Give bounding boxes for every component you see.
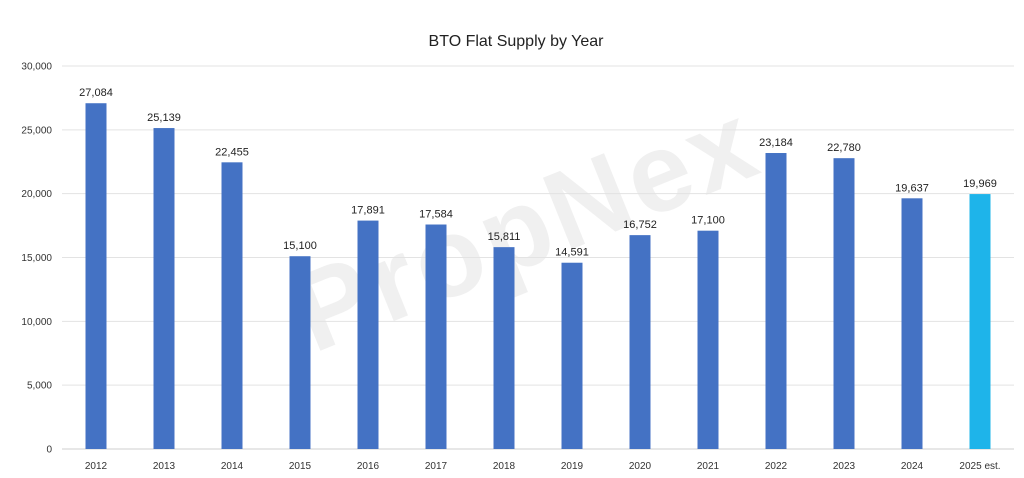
x-tick-label: 2012 [85,461,108,472]
bar-2021 [697,230,719,449]
y-tick-label: 30,000 [21,62,52,73]
x-tick-label: 2022 [765,461,788,472]
bar-2019 [561,262,583,449]
x-tick-label: 2018 [493,461,516,472]
bar-2024 [901,198,923,449]
y-tick-label: 0 [46,445,52,456]
bar-2017 [425,224,447,449]
bar-2023 [833,158,855,449]
data-label: 23,184 [759,137,793,149]
y-tick-label: 25,000 [21,125,52,136]
x-tick-label: 2014 [221,461,244,472]
x-tick-label: 2021 [697,461,720,472]
data-label: 27,084 [79,87,113,99]
bars [85,103,991,450]
data-label: 16,752 [623,219,657,231]
data-label: 15,100 [283,240,317,252]
y-tick-label: 15,000 [21,253,52,264]
x-tick-label: 2015 [289,461,312,472]
y-axis: 0 5,000 10,000 15,000 20,000 25,000 30,000 [21,62,52,456]
x-tick-label: 2016 [357,461,380,472]
x-tick-label: 2025 est. [959,461,1000,472]
data-label: 17,891 [351,205,385,217]
bar-2025-est- [969,194,991,449]
x-tick-label: 2019 [561,461,584,472]
bar-2014 [221,162,243,449]
y-tick-label: 20,000 [21,189,52,200]
x-tick-label: 2017 [425,461,448,472]
bar-2015 [289,256,311,449]
data-label: 25,139 [147,112,181,124]
data-label: 14,591 [555,247,589,259]
data-label: 17,100 [691,215,725,227]
data-labels: 27,084 25,139 22,455 15,100 17,891 17,584 15,8… [79,87,997,258]
bar-2013 [153,128,175,449]
y-tick-label: 5,000 [27,381,52,392]
data-label: 22,780 [827,142,861,154]
x-tick-label: 2024 [901,461,924,472]
bar-2020 [629,235,651,449]
x-tick-label: 2013 [153,461,176,472]
chart-title: BTO Flat Supply by Year [429,33,605,50]
bar-2012 [85,103,107,449]
x-axis: 2012 2013 2014 2015 2016 2017 2018 2019 2020 2021… [85,461,1001,472]
data-label: 15,811 [488,231,521,243]
bar-2018 [493,247,515,449]
gridlines [62,65,1014,450]
data-label: 19,637 [895,182,929,194]
data-label: 22,455 [215,146,249,158]
bar-2016 [357,220,379,449]
x-tick-label: 2020 [629,461,652,472]
data-label: 17,584 [419,209,453,221]
x-tick-label: 2023 [833,461,856,472]
y-tick-label: 10,000 [21,317,52,328]
bar-2022 [765,153,787,450]
data-label: 19,969 [963,178,997,190]
